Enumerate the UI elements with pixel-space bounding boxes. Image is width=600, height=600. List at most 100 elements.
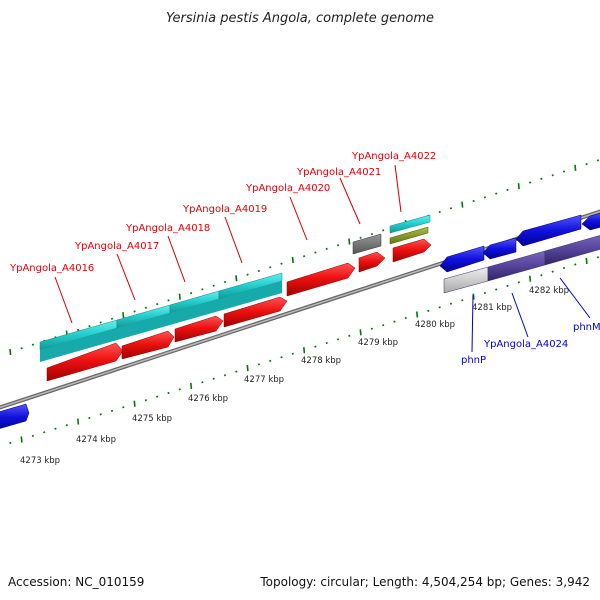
minor-tick (212, 377, 215, 380)
minor-tick (156, 302, 159, 306)
gene-left-reverse[interactable] (0, 403, 30, 430)
minor-tick (483, 291, 487, 295)
tick-label-4274: 4274 kbp (76, 435, 116, 445)
gene-ypangola-a4016[interactable] (46, 342, 124, 382)
gene-reverse[interactable] (581, 212, 600, 231)
gene-ypangola-a4018[interactable] (174, 315, 224, 343)
major-tick (122, 312, 125, 319)
minor-tick (382, 324, 385, 327)
gene-reverse[interactable] (515, 214, 582, 247)
minor-tick (88, 416, 91, 420)
major-tick (291, 256, 294, 263)
gene-reverse[interactable] (439, 245, 485, 273)
minor-tick (325, 341, 328, 345)
tick-label-4278: 4278 kbp (301, 356, 341, 366)
gene-label-ypangola-a4021[interactable]: YpAngola_A4021 (296, 167, 381, 178)
tick-label-4276: 4276 kbp (188, 394, 228, 404)
minor-tick (302, 255, 306, 258)
minor-tick (122, 406, 125, 409)
minor-tick (43, 431, 46, 434)
minor-tick (562, 266, 566, 270)
tick-label-4281: 4281 kbp (472, 303, 512, 313)
minor-tick (517, 281, 520, 284)
minor-tick (235, 370, 238, 373)
grey-feature[interactable] (352, 233, 382, 255)
forward-gene-track (46, 238, 432, 382)
cds-block[interactable] (389, 214, 431, 234)
inner-tick-row (9, 256, 600, 445)
minor-tick (54, 427, 57, 430)
minor-tick (156, 395, 159, 398)
minor-tick (483, 196, 487, 199)
minor-tick (596, 159, 600, 162)
cds-phnm[interactable] (544, 234, 600, 266)
minor-tick (574, 263, 577, 266)
minor-tick (212, 284, 215, 287)
gene-label-ypangola-a4019[interactable]: YpAngola_A4019 (182, 204, 267, 215)
minor-tick (144, 399, 148, 402)
gene-ypangola-a4021[interactable] (358, 251, 386, 273)
minor-tick (269, 266, 272, 269)
minor-tick (495, 288, 498, 291)
gene-ypangola-a4019[interactable] (223, 296, 288, 328)
reverse-cds-track (443, 234, 600, 294)
gene-label-ypangola-a4024[interactable]: YpAngola_A4024 (483, 339, 568, 350)
minor-tick (438, 210, 441, 214)
major-tick (529, 275, 532, 282)
gene-ypangola-a4022[interactable] (392, 238, 432, 263)
gene-label-ypangola-a4016[interactable]: YpAngola_A4016 (9, 263, 94, 274)
minor-tick (393, 320, 396, 323)
minor-tick (562, 170, 566, 173)
tick-label-4277: 4277 kbp (244, 375, 284, 385)
major-tick (574, 164, 577, 171)
tick-label-4279: 4279 kbp (358, 338, 398, 348)
gene-ypangola-a4017[interactable] (121, 330, 175, 360)
gene-ypangola-a4020[interactable] (286, 262, 356, 297)
major-tick (303, 347, 306, 354)
minor-tick (506, 284, 509, 288)
gene-label-phnp[interactable]: phnP (461, 355, 486, 366)
minor-tick (348, 334, 351, 338)
minor-tick (540, 274, 543, 277)
minor-tick (31, 434, 35, 438)
gene-label-ypangola-a4017[interactable]: YpAngola_A4017 (74, 241, 159, 252)
major-tick (517, 183, 520, 190)
minor-tick (110, 317, 114, 320)
gene-label-ypangola-a4020[interactable]: YpAngola_A4020 (245, 183, 330, 194)
minor-tick (20, 347, 23, 350)
minor-tick (585, 162, 588, 166)
minor-tick (551, 174, 554, 177)
gene-label-phnm[interactable]: phnM (573, 322, 600, 333)
tick-label-4275: 4275 kbp (132, 414, 172, 424)
minor-tick (427, 309, 430, 313)
major-tick (359, 329, 362, 336)
minor-tick (280, 262, 283, 265)
gene-reverse[interactable] (482, 237, 517, 260)
major-tick (246, 364, 249, 372)
label-leaders (54, 164, 591, 353)
minor-tick (110, 409, 114, 413)
minor-tick (201, 381, 204, 384)
major-tick (472, 293, 475, 300)
major-tick (20, 436, 23, 443)
genome-summary-text: Topology: circular; Length: 4,504,254 bp… (259, 575, 590, 589)
major-tick (178, 293, 181, 300)
minor-tick (449, 302, 453, 305)
major-tick (190, 382, 193, 389)
tick-label-4273: 4273 kbp (20, 456, 60, 466)
olive-feature[interactable] (389, 226, 429, 245)
gene-label-ypangola-a4018[interactable]: YpAngola_A4018 (125, 223, 210, 234)
minor-tick (551, 270, 554, 273)
tick-label-4280: 4280 kbp (415, 320, 455, 330)
minor-tick (178, 388, 181, 391)
minor-tick (461, 299, 464, 302)
minor-tick (76, 328, 80, 332)
minor-tick (201, 288, 204, 291)
minor-tick (246, 273, 249, 276)
minor-tick (370, 232, 374, 236)
gene-label-ypangola-a4022[interactable]: YpAngola_A4022 (351, 151, 436, 162)
minor-tick (189, 291, 193, 295)
major-tick (416, 311, 419, 318)
minor-tick (167, 391, 170, 395)
tick-labels: 4273 kbp 4274 kbp 4275 kbp 4276 kbp 4277… (20, 286, 569, 466)
